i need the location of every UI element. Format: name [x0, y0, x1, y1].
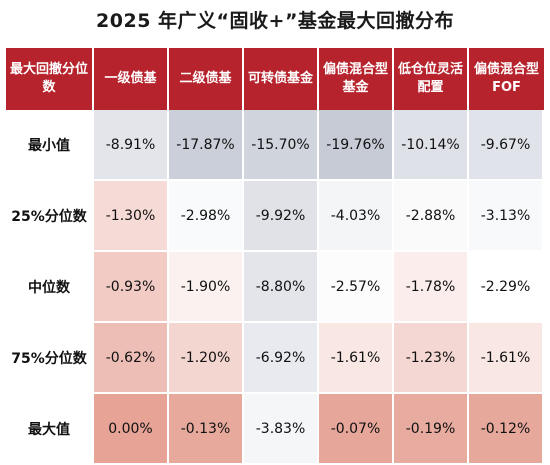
heatmap-cell: -0.13% — [169, 394, 244, 465]
heatmap-row: 25%分位数 -1.30% -2.98% -9.92% -4.03% -2.88% -3.1… — [6, 181, 544, 252]
heatmap-cell: -10.14% — [394, 110, 469, 181]
row-label: 最大值 — [6, 394, 94, 465]
heatmap-cell: -1.23% — [394, 323, 469, 394]
column-header: 二级债基 — [169, 48, 244, 110]
heatmap-cell: -9.67% — [469, 110, 544, 181]
heatmap-table-container: 最大回撤分位数 一级债基 二级债基 可转债基金 偏债混合型基金 低仓位灵活配置 偏债混合型… — [6, 48, 544, 465]
heatmap-row: 最大值 0.00% -0.13% -3.83% -0.07% -0.19% -0.12% — [6, 394, 544, 465]
heatmap-cell: -17.87% — [169, 110, 244, 181]
column-header: 一级债基 — [94, 48, 169, 110]
heatmap-cell: -0.62% — [94, 323, 169, 394]
header-row: 最大回撤分位数 一级债基 二级债基 可转债基金 偏债混合型基金 低仓位灵活配置 偏债混合型… — [6, 48, 544, 110]
heatmap-cell: -15.70% — [244, 110, 319, 181]
heatmap-cell: -1.78% — [394, 252, 469, 323]
column-header: 偏债混合型FOF — [469, 48, 544, 110]
heatmap-cell: -3.83% — [244, 394, 319, 465]
heatmap-cell: -2.88% — [394, 181, 469, 252]
chart-title: 2025 年广义“固收+”基金最大回撤分布 — [96, 10, 454, 32]
heatmap-row: 中位数 -0.93% -1.90% -8.80% -2.57% -1.78% -2.29% — [6, 252, 544, 323]
heatmap-cell: -0.93% — [94, 252, 169, 323]
column-header: 低仓位灵活配置 — [394, 48, 469, 110]
heatmap-cell: -3.13% — [469, 181, 544, 252]
heatmap-cell: -19.76% — [319, 110, 394, 181]
row-label: 25%分位数 — [6, 181, 94, 252]
header-corner-cell: 最大回撤分位数 — [6, 48, 94, 110]
heatmap-cell: -4.03% — [319, 181, 394, 252]
heatmap-cell: -8.91% — [94, 110, 169, 181]
heatmap-cell: -2.29% — [469, 252, 544, 323]
heatmap-cell: -8.80% — [244, 252, 319, 323]
heatmap-cell: -1.61% — [469, 323, 544, 394]
column-header: 偏债混合型基金 — [319, 48, 394, 110]
heatmap-cell: -1.30% — [94, 181, 169, 252]
heatmap-cell: -2.98% — [169, 181, 244, 252]
heatmap-cell: -6.92% — [244, 323, 319, 394]
column-header: 可转债基金 — [244, 48, 319, 110]
heatmap-cell: -9.92% — [244, 181, 319, 252]
heatmap-cell: -1.90% — [169, 252, 244, 323]
heatmap-cell: -0.19% — [394, 394, 469, 465]
heatmap-cell: -1.20% — [169, 323, 244, 394]
heatmap-body: 最小值 -8.91% -17.87% -15.70% -19.76% -10.14% -9.… — [6, 110, 544, 465]
heatmap-cell: -2.57% — [319, 252, 394, 323]
row-label: 中位数 — [6, 252, 94, 323]
heatmap-row: 最小值 -8.91% -17.87% -15.70% -19.76% -10.14% -9.… — [6, 110, 544, 181]
heatmap-cell: -0.12% — [469, 394, 544, 465]
heatmap-cell: -0.07% — [319, 394, 394, 465]
heatmap-cell: 0.00% — [94, 394, 169, 465]
row-label: 最小值 — [6, 110, 94, 181]
heatmap-cell: -1.61% — [319, 323, 394, 394]
heatmap-table: 最大回撤分位数 一级债基 二级债基 可转债基金 偏债混合型基金 低仓位灵活配置 偏债混合型… — [6, 48, 544, 465]
row-label: 75%分位数 — [6, 323, 94, 394]
heatmap-row: 75%分位数 -0.62% -1.20% -6.92% -1.61% -1.23% -1.6… — [6, 323, 544, 394]
